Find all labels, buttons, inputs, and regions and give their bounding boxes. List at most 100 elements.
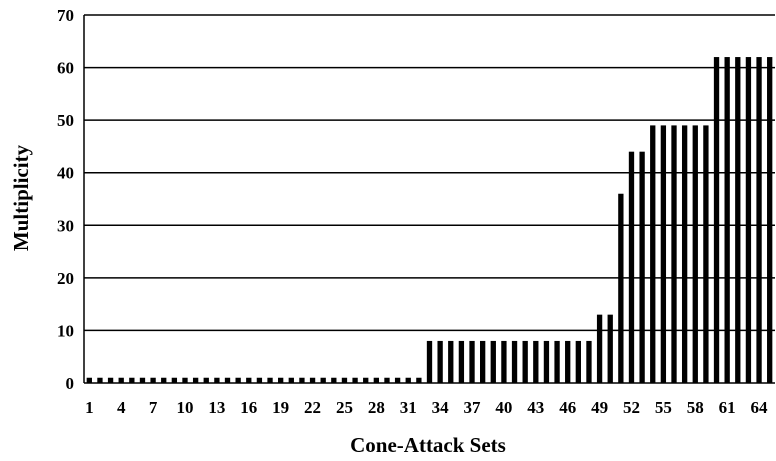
bar-54: [650, 125, 656, 384]
x-tick-label: 31: [400, 398, 417, 417]
bar-65: [767, 57, 773, 384]
bar-31: [405, 377, 411, 383]
bar-43: [533, 340, 539, 383]
bar-64: [756, 57, 762, 384]
bar-30: [394, 377, 401, 383]
bar-59: [703, 125, 709, 384]
x-tick-label: 25: [336, 398, 353, 417]
bar-22: [309, 377, 316, 383]
bar-48: [586, 340, 592, 383]
bar-37: [469, 340, 475, 383]
bar-4: [118, 377, 124, 383]
bar-27: [363, 377, 369, 383]
bar-18: [267, 377, 273, 383]
bar-28: [373, 377, 380, 383]
x-tick-label: 22: [304, 398, 321, 417]
bar-60: [713, 57, 720, 384]
bar-63: [745, 57, 752, 384]
y-tick-labels: 0 10 20 30 40 50 60 70: [57, 6, 74, 393]
bar-9: [171, 377, 178, 383]
y-tick-label: 10: [57, 321, 74, 340]
bar-5: [129, 377, 135, 383]
bar-35: [448, 340, 454, 383]
bar-34: [437, 340, 443, 383]
bar-56: [671, 125, 677, 384]
bar-51: [618, 193, 624, 383]
y-tick-label: 50: [57, 111, 74, 130]
x-tick-label: 28: [368, 398, 385, 417]
x-tick-label: 13: [208, 398, 225, 417]
bar-1: [86, 377, 92, 383]
bar-50: [607, 314, 613, 383]
bar-24: [331, 377, 337, 383]
x-tick-label: 4: [117, 398, 126, 417]
x-tick-label: 61: [719, 398, 736, 417]
bar-46: [565, 340, 571, 383]
x-tick-label: 40: [495, 398, 512, 417]
bar-45: [554, 340, 560, 383]
bar-15: [235, 377, 241, 383]
bar-8: [161, 377, 167, 383]
y-tick-label: 40: [57, 164, 74, 183]
bar-55: [660, 125, 667, 384]
x-tick-label: 43: [527, 398, 544, 417]
bar-41: [511, 340, 518, 383]
y-tick-label: 60: [57, 59, 74, 78]
bar-40: [501, 340, 507, 383]
x-axis-title: Cone-Attack Sets: [350, 433, 506, 457]
y-tick-label: 0: [66, 374, 75, 393]
x-tick-label: 37: [464, 398, 482, 417]
x-tick-label: 64: [751, 398, 769, 417]
x-tick-label: 52: [623, 398, 640, 417]
bar-19: [278, 377, 284, 383]
bar-38: [479, 340, 486, 383]
x-tick-label: 1: [85, 398, 94, 417]
y-tick-label: 30: [57, 216, 74, 235]
bar-33: [426, 340, 433, 383]
bar-13: [214, 377, 220, 383]
bar-53: [639, 151, 645, 383]
bar-2: [97, 377, 103, 383]
x-tick-label: 7: [149, 398, 158, 417]
bar-32: [416, 377, 422, 383]
x-tick-label: 58: [687, 398, 704, 417]
x-tick-labels: 1 4 7 10 13 16 19 22 25 28 31 34 37 40 43 46 49 52 55 58 61 6…: [85, 398, 768, 417]
bar-10: [182, 377, 188, 383]
x-tick-label: 16: [240, 398, 257, 417]
bar-26: [352, 377, 358, 383]
bar-14: [224, 377, 231, 383]
bar-16: [246, 377, 252, 383]
bar-7: [150, 377, 156, 383]
bar-61: [724, 57, 730, 384]
y-axis-title: Multiplicity: [9, 144, 33, 251]
bar-62: [735, 57, 741, 384]
bar-11: [192, 377, 199, 383]
bar-29: [384, 377, 390, 383]
bar-17: [256, 377, 263, 383]
bar-49: [596, 314, 603, 383]
bar-3: [107, 377, 114, 383]
x-tick-label: 10: [176, 398, 193, 417]
bar-47: [575, 340, 581, 383]
y-tick-label: 20: [57, 269, 74, 288]
y-tick-label: 70: [57, 6, 74, 25]
gridlines: [84, 14, 775, 332]
bar-57: [681, 125, 688, 384]
bar-58: [692, 125, 698, 384]
bar-20: [288, 377, 294, 383]
bar-52: [628, 151, 635, 383]
bar-25: [341, 377, 348, 383]
bar-36: [458, 340, 465, 383]
x-tick-label: 49: [591, 398, 608, 417]
bar-21: [299, 377, 305, 383]
bar-39: [490, 340, 496, 383]
bar-6: [139, 377, 146, 383]
bar-42: [522, 340, 528, 383]
bar-12: [203, 377, 209, 383]
x-tick-label: 55: [655, 398, 672, 417]
bars: [86, 57, 773, 384]
bar-44: [543, 340, 550, 383]
x-tick-label: 46: [559, 398, 576, 417]
axes: [83, 15, 775, 384]
